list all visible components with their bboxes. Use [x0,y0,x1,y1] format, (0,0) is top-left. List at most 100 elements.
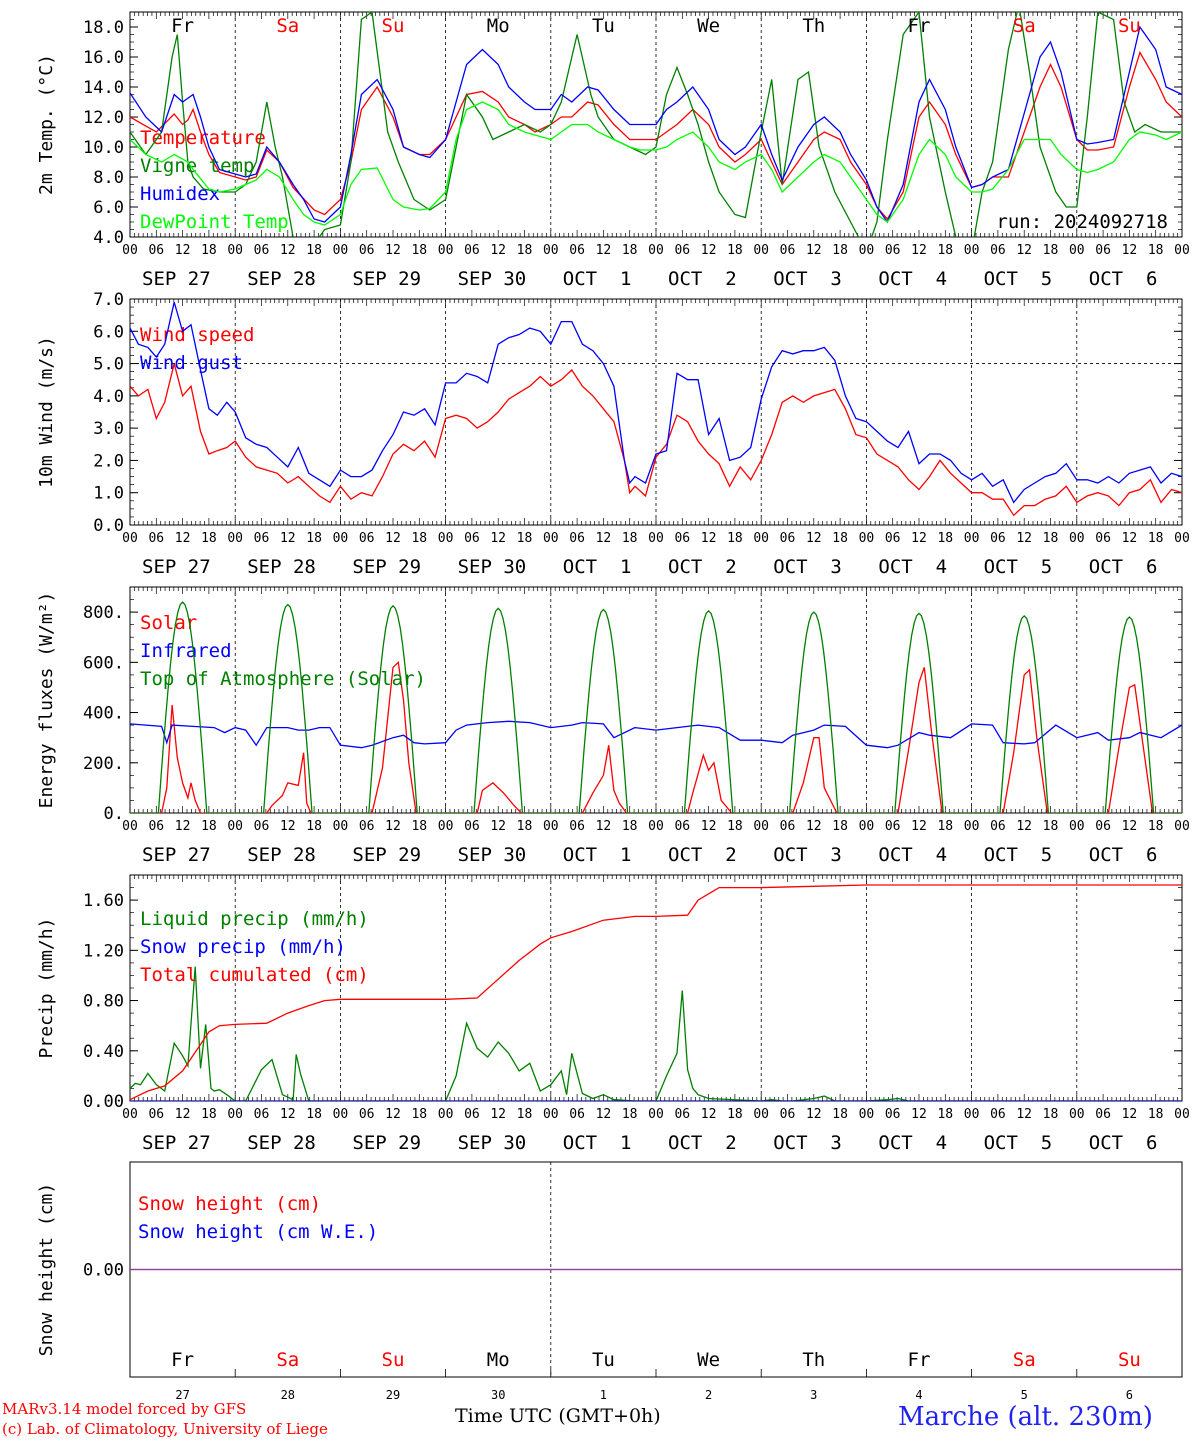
series-line-total-cumulated-cm- [130,884,1182,1101]
x-hour-label: 06 [254,531,270,546]
x-hour-label: 06 [254,819,270,834]
x-date-label: OCT 3 [773,844,842,866]
x-hour-label: 18 [517,819,533,834]
series-line-liquid-precip-mm-h- [130,966,1182,1101]
x-hour-label: 06 [148,531,164,546]
weekday-label-bottom: Mo [487,1349,510,1371]
series-line-vigne-temp [130,12,1182,237]
x-hour-label: 18 [1043,819,1059,834]
y-tick-label: 18.0 [83,18,124,38]
x-hour-label: 18 [201,243,217,258]
x-hour-label: 06 [885,531,901,546]
x-hour-label: 00 [333,531,349,546]
y-tick-label: 5.0 [93,355,124,375]
x-hour-label: 06 [464,1107,480,1122]
legend-entry: Liquid precip (mm/h) [140,908,369,930]
x-hour-label: 12 [1122,531,1138,546]
day-number-label: 29 [386,1388,400,1402]
x-date-label: OCT 4 [878,844,947,866]
panel-4: 0.00 0.40 0.80 1.20 1.60 Precip (mm/h) 00 06 12 1… [36,874,1190,1154]
weekday-label-top: Mo [487,15,510,37]
x-date-label: SEP 30 [458,844,527,866]
y-tick-label: 1.60 [83,891,124,911]
x-date-label: OCT 5 [984,1132,1053,1154]
x-hour-label: 00 [227,819,243,834]
x-hour-label: 06 [569,243,585,258]
series-line-wind-speed [130,363,1182,517]
x-hour-label: 06 [569,531,585,546]
legend-entry: Top of Atmosphere (Solar) [140,668,426,690]
x-hour-label: 12 [175,531,191,546]
x-hour-label: 06 [990,819,1006,834]
x-hour-label: 00 [648,531,664,546]
x-hour-label: 12 [701,1107,717,1122]
weekday-label-bottom: Fr [908,1349,931,1371]
x-hour-label: 06 [464,531,480,546]
x-hour-label: 00 [438,1107,454,1122]
x-hour-label: 12 [596,531,612,546]
x-date-label: OCT 5 [984,268,1053,290]
weekday-label-bottom: Tu [592,1349,615,1371]
x-hour-label: 06 [1095,1107,1111,1122]
x-hour-label: 12 [911,1107,927,1122]
x-hour-label: 06 [569,819,585,834]
y-tick-label: 7.0 [93,290,124,310]
y-axis-label: 2m Temp. (°C) [36,54,57,195]
y-tick-label: 800. [83,603,124,623]
y-axis-label: Energy fluxes (W/m²) [36,592,57,809]
x-date-label: OCT 1 [563,268,632,290]
legend-entry: Total cumulated (cm) [140,964,369,986]
x-hour-label: 06 [780,531,796,546]
legend-entry: Solar [140,612,197,634]
day-number-label: 3 [810,1388,817,1402]
day-number-label: 4 [915,1388,922,1402]
weekday-label-top: Tu [592,15,615,37]
x-hour-label: 12 [806,1107,822,1122]
x-hour-label: 18 [1043,531,1059,546]
y-tick-label: 200. [83,754,124,774]
series-line-temperature [130,50,1182,221]
x-date-label: OCT 1 [563,1132,632,1154]
x-date-label: OCT 2 [668,556,737,578]
x-date-label: OCT 1 [563,556,632,578]
x-hour-label: 18 [1043,1107,1059,1122]
x-hour-label: 12 [1016,819,1032,834]
weekday-label-top: Th [802,15,825,37]
x-date-label: OCT 1 [563,844,632,866]
station-name: Marche (alt. 230m) [898,1402,1153,1432]
x-hour-label: 12 [385,819,401,834]
x-date-label: SEP 27 [142,556,211,578]
x-date-label: OCT 2 [668,844,737,866]
x-hour-label: 18 [201,819,217,834]
x-hour-label: 00 [859,1107,875,1122]
x-date-label: SEP 27 [142,268,211,290]
run-label: run: 2024092718 [996,211,1168,233]
legend-entry: Wind speed [140,324,254,346]
weekday-label-top: We [697,15,720,37]
y-tick-label: 14.0 [83,78,124,98]
x-date-label: OCT 3 [773,268,842,290]
x-hour-label: 00 [122,243,138,258]
weekday-label-bottom: Th [802,1349,825,1371]
day-number-label: 6 [1126,1388,1133,1402]
x-hour-label: 18 [1148,1107,1164,1122]
x-date-label: SEP 30 [458,556,527,578]
x-hour-label: 12 [1122,819,1138,834]
weekday-label-bottom: Fr [171,1349,194,1371]
x-hour-label: 00 [227,531,243,546]
x-hour-label: 12 [701,819,717,834]
x-hour-label: 18 [937,1107,953,1122]
y-tick-label: 0. [104,804,124,824]
y-tick-label: 8.0 [93,168,124,188]
legend-entry: Infrared [140,640,232,662]
x-date-label: SEP 29 [352,844,421,866]
x-hour-label: 06 [254,243,270,258]
y-tick-label: 4.0 [93,387,124,407]
x-hour-label: 06 [359,819,375,834]
legend-entry: Humidex [140,183,220,205]
x-hour-label: 18 [1148,531,1164,546]
x-hour-label: 18 [201,1107,217,1122]
x-hour-label: 18 [937,243,953,258]
y-tick-label: 6.0 [93,198,124,218]
